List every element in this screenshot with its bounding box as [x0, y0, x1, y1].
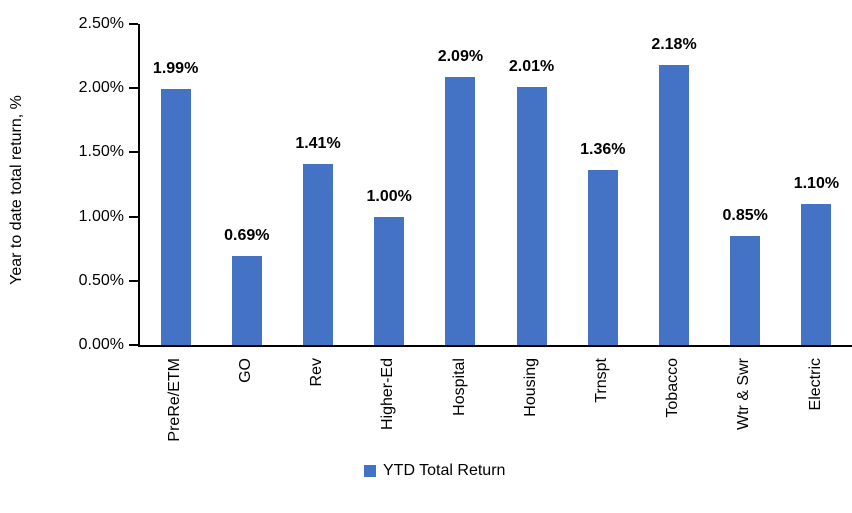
legend: YTD Total Return: [364, 462, 505, 480]
y-tick-mark: [129, 215, 138, 218]
bar: [516, 87, 547, 345]
y-tick-label: 0.00%: [78, 336, 124, 353]
x-tick-label: GO: [210, 358, 281, 463]
x-tick-label: Hospital: [424, 358, 495, 463]
x-tick-label: Rev: [281, 358, 352, 463]
y-tick-mark: [129, 23, 138, 25]
x-tick-label: Tobacco: [637, 358, 708, 463]
x-tick-label: Electric: [780, 358, 851, 463]
bar: [231, 256, 262, 345]
bar: [374, 217, 405, 345]
x-tick-label: PreRe/ETM: [139, 358, 210, 463]
y-tick-mark: [129, 87, 138, 90]
value-label: 1.10%: [793, 174, 840, 192]
x-tick-label-text: Tobacco: [664, 358, 682, 418]
value-label: 0.69%: [224, 226, 270, 244]
value-label: 2.18%: [651, 35, 697, 53]
legend-label: YTD Total Return: [383, 462, 506, 479]
y-tick-label: 2.00%: [78, 79, 124, 97]
value-label: 0.85%: [722, 206, 768, 224]
x-tick-label-text: Electric: [806, 358, 824, 411]
value-label: 1.00%: [366, 187, 412, 205]
bar: [303, 164, 333, 345]
x-axis-labels: PreRe/ETM GO Rev Higher-Ed Hospital Housing Tr…: [139, 358, 851, 463]
value-label: 1.41%: [295, 134, 341, 152]
x-tick-label-text: Trnspt: [592, 358, 610, 403]
value-label: 1.99%: [152, 59, 199, 77]
y-tick-mark: [129, 279, 138, 282]
value-label: 2.01%: [508, 57, 555, 75]
value-label: 2.09%: [437, 47, 484, 65]
x-tick-label-text: Housing: [521, 358, 539, 417]
bar: [801, 204, 832, 345]
x-tick-label-text: GO: [236, 358, 254, 383]
x-tick-label: Wtr & Swr: [709, 358, 780, 463]
x-tick-label: Trnspt: [566, 358, 637, 463]
y-tick-mark: [129, 344, 138, 346]
x-tick-label-text: Hospital: [450, 358, 468, 416]
value-label: 1.36%: [580, 140, 626, 158]
y-tick-label: 0.50%: [78, 271, 124, 289]
bar: [587, 170, 618, 345]
bar: [445, 77, 476, 345]
bar: [659, 65, 689, 345]
x-tick-label-text: Wtr & Swr: [735, 358, 753, 430]
x-tick-label: Housing: [495, 358, 566, 463]
bar: [160, 89, 191, 345]
y-tick-label: 2.50%: [78, 15, 124, 32]
y-axis-title: Year to date total return, %: [8, 95, 25, 285]
bar: [730, 236, 761, 345]
x-tick-label-text: Higher-Ed: [379, 358, 397, 431]
x-tick-label: Higher-Ed: [353, 358, 424, 463]
legend-swatch-icon: [364, 465, 376, 477]
x-tick-label-text: Rev: [308, 358, 326, 387]
y-tick-label: 1.50%: [78, 143, 124, 161]
y-tick-mark: [129, 151, 138, 154]
plot-area: 1.99% 0.69% 1.41% 1.00% 2.09% 2.01% 1.36% 2.18%…: [129, 23, 852, 347]
x-tick-label-text: PreRe/ETM: [165, 358, 183, 442]
y-tick-label: 1.00%: [78, 207, 124, 225]
